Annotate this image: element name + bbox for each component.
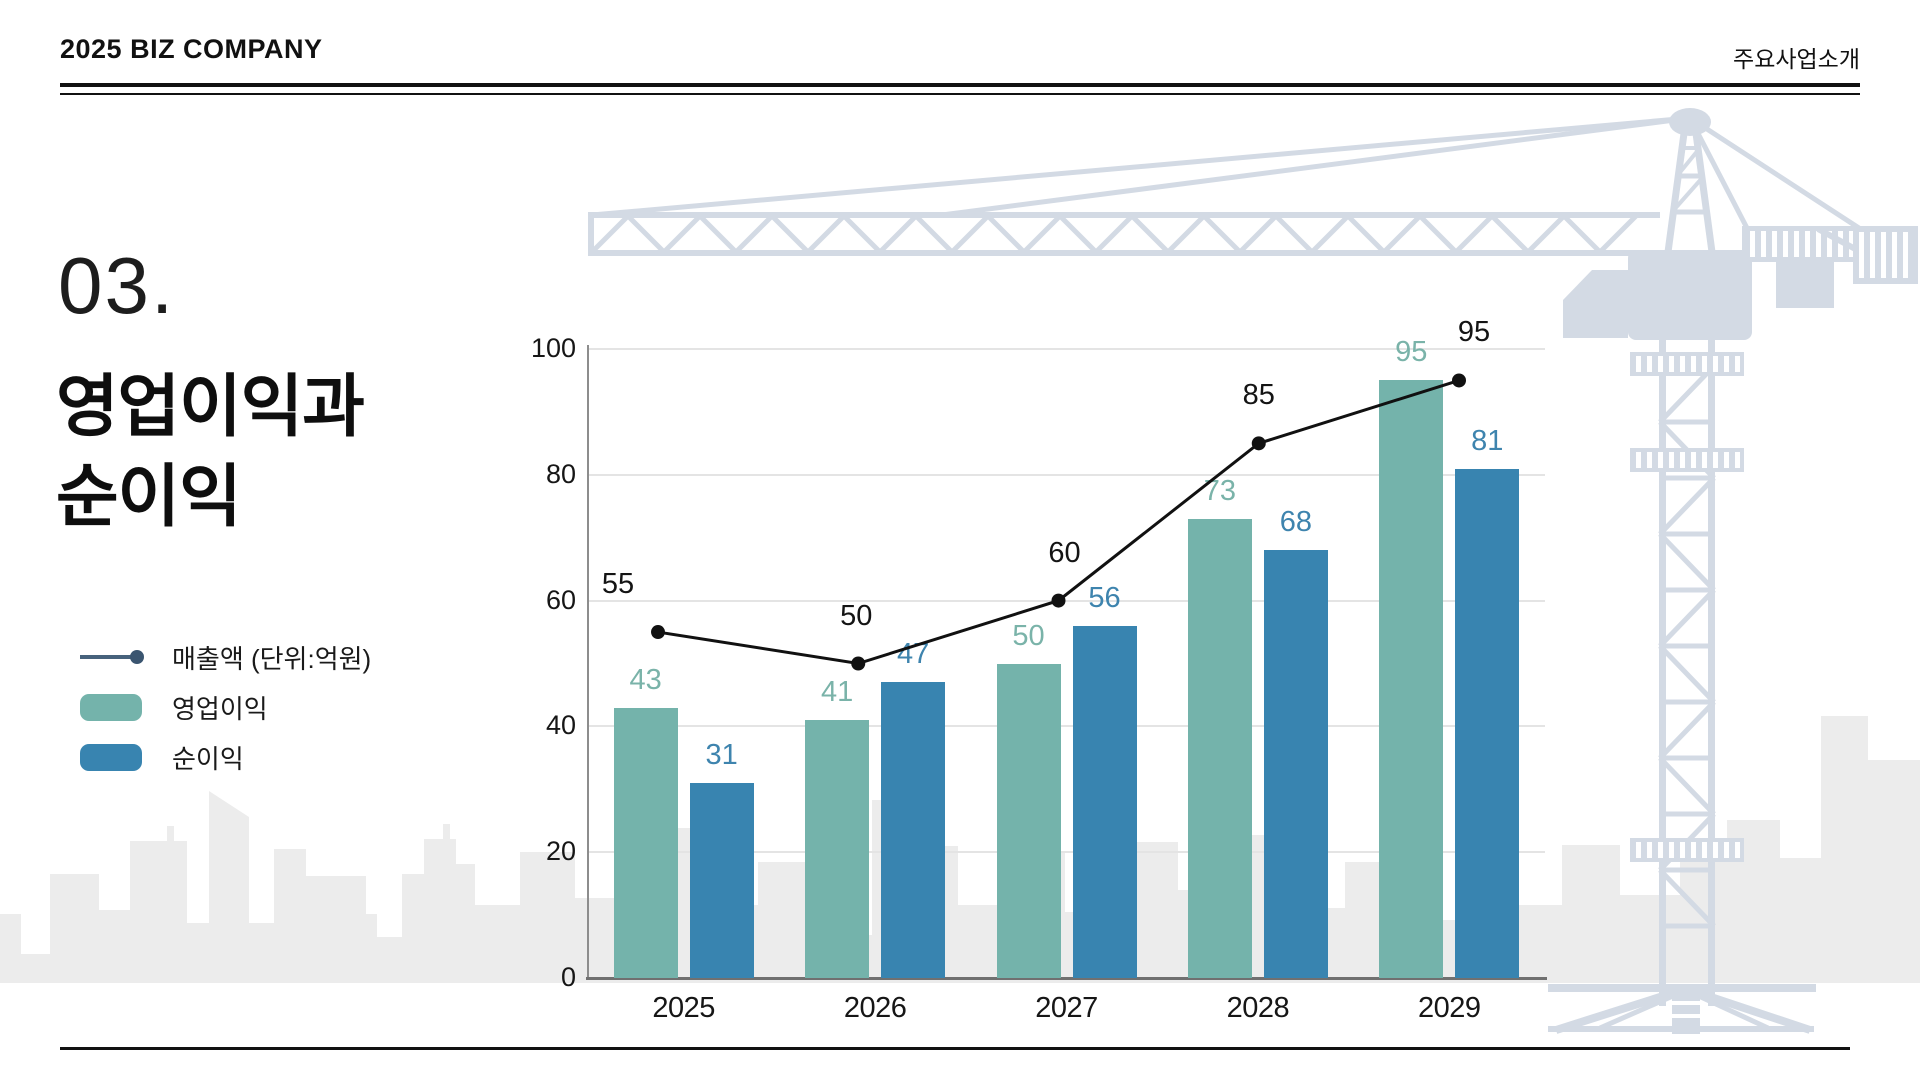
bar-net-profit	[1263, 550, 1328, 978]
bar-value-label: 43	[629, 663, 662, 696]
legend-label: 매출액 (단위:억원)	[172, 643, 372, 674]
line-value-label: 55	[601, 568, 635, 601]
legend-label: 순이익	[172, 743, 244, 774]
category-label: 2028	[1226, 992, 1290, 1024]
bar-operating-profit	[996, 663, 1061, 978]
green-swatch-icon	[80, 693, 142, 721]
bar-value-label: 31	[705, 739, 738, 771]
bar-value-label: 73	[1203, 474, 1237, 507]
bar-value-label: 56	[1088, 581, 1121, 614]
legend-label: 영업이익	[172, 693, 268, 724]
category-label: 2027	[1035, 992, 1098, 1024]
category-label: 2025	[652, 992, 715, 1024]
footer-rule	[60, 1047, 1850, 1050]
y-tick-label: 0	[560, 962, 576, 992]
grid-line	[588, 725, 1545, 728]
legend-item-net-profit: 순이익	[80, 738, 371, 776]
line-value-label: 60	[1048, 536, 1081, 569]
bar-value-label: 47	[896, 638, 930, 671]
bar-net-profit	[881, 682, 946, 978]
section-number: 03.	[58, 241, 176, 330]
bar-operating-profit	[1187, 518, 1252, 978]
y-axis	[587, 345, 589, 978]
legend-item-revenue: 매출액 (단위:억원)	[80, 638, 371, 676]
grid-line	[588, 851, 1545, 854]
bar-value-label: 95	[1395, 336, 1428, 369]
line-value-label: 50	[840, 599, 873, 632]
line-value-label: 95	[1457, 316, 1491, 349]
page-title: 영업이익과 순이익	[56, 362, 365, 542]
chart-legend: 매출액 (단위:억원) 영업이익 순이익	[80, 638, 371, 788]
company-name: 2025 BIZ COMPANY	[60, 34, 323, 64]
legend-item-operating-profit: 영업이익	[80, 688, 371, 726]
bar-value-label: 50	[1012, 619, 1045, 652]
y-tick-label: 100	[530, 333, 576, 363]
bar-value-label: 41	[820, 676, 854, 709]
category-label: 2029	[1418, 992, 1481, 1024]
bar-value-label: 68	[1279, 506, 1313, 539]
y-tick-label: 60	[545, 584, 576, 615]
bar-net-profit	[689, 783, 754, 978]
line-marker-icon	[80, 650, 144, 664]
page-title-line1: 영업이익과	[56, 369, 365, 445]
x-axis	[586, 977, 1547, 980]
category-label: 2026	[843, 992, 907, 1024]
bar-net-profit	[1455, 468, 1520, 978]
grid-line	[588, 348, 1545, 350]
blue-swatch-icon	[80, 743, 142, 771]
section-label: 주요사업소개	[1733, 46, 1860, 72]
bar-value-label: 81	[1471, 424, 1504, 457]
y-tick-label: 40	[545, 710, 576, 741]
bar-operating-profit	[613, 707, 678, 978]
header-rule-thin	[60, 93, 1860, 95]
page-title-line2: 순이익	[56, 459, 242, 535]
y-tick-label: 20	[545, 836, 576, 867]
y-tick-label: 80	[545, 458, 576, 489]
line-value-label: 85	[1242, 379, 1275, 412]
bar-net-profit	[1072, 625, 1137, 978]
bar-operating-profit	[1379, 380, 1444, 978]
header-rule-thick	[60, 83, 1860, 87]
bar-operating-profit	[805, 720, 870, 978]
